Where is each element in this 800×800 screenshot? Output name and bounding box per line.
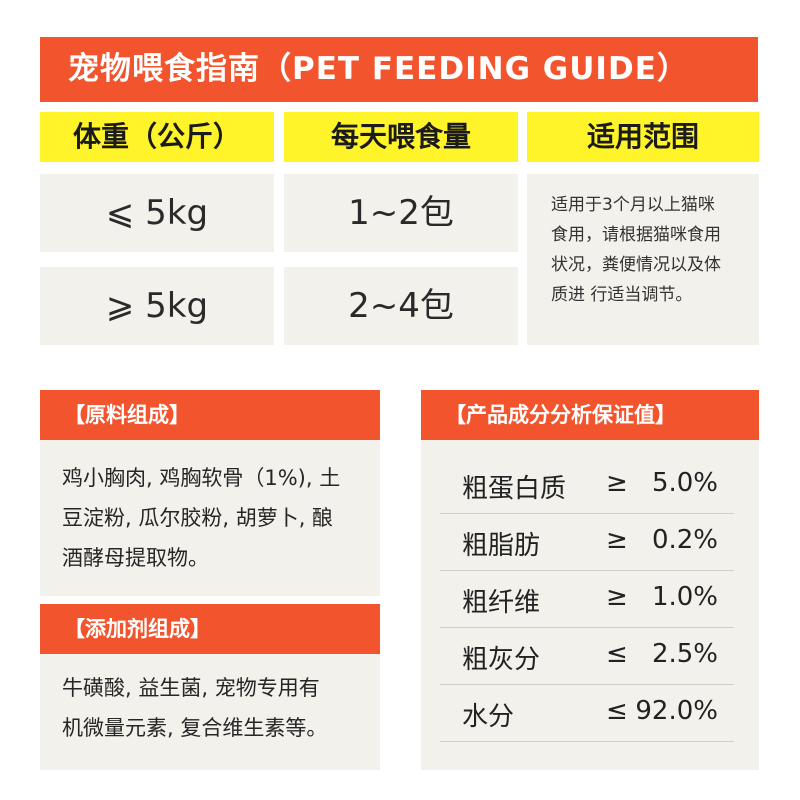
analysis-value: 0.2%: [651, 525, 718, 555]
page-title: 宠物喂食指南（PET FEEDING GUIDE）: [40, 37, 758, 102]
analysis-name: 粗纤维: [462, 588, 541, 618]
additives-panel: 牛磺酸, 益生菌, 宠物专用有 机微量元素, 复合维生素等。: [40, 654, 380, 770]
analysis-operator: ≥: [606, 468, 628, 498]
ingredients-panel: 鸡小胸肉, 鸡胸软骨（1%), 土 豆淀粉, 瓜尔胶粉, 胡萝卜, 酿 酒酵母提…: [40, 440, 380, 596]
scope-line: 适用于3个月以上猫咪: [551, 195, 715, 215]
weight-cell-2: ⩾ 5kg: [40, 267, 274, 345]
weight-column-header: 体重（公斤）: [40, 112, 274, 162]
analysis-row: 粗灰分 ≤ 2.5%: [440, 627, 734, 685]
additives-line: 牛磺酸, 益生菌, 宠物专用有: [62, 676, 320, 700]
weight-cell-1: ⩽ 5kg: [40, 174, 274, 252]
analysis-name: 水分: [462, 702, 515, 732]
analysis-row: 粗纤维 ≥ 1.0%: [440, 570, 734, 628]
analysis-name: 粗脂肪: [462, 531, 541, 561]
analysis-header: 【产品成分分析保证值】: [421, 390, 759, 440]
scope-line: 质进 行适当调节。: [551, 285, 693, 305]
analysis-name: 粗蛋白质: [462, 474, 567, 504]
analysis-panel: [421, 440, 759, 770]
scope-line: 食用，请根据猫咪食用: [551, 225, 721, 245]
analysis-row: 水分 ≤ 92.0%: [440, 684, 734, 742]
analysis-row: 粗蛋白质 ≥ 5.0%: [440, 456, 734, 514]
analysis-name: 粗灰分: [462, 645, 541, 675]
ingredients-header: 【原料组成】: [40, 390, 380, 440]
additives-line: 机微量元素, 复合维生素等。: [62, 716, 328, 740]
analysis-value: 1.0%: [651, 582, 718, 612]
amount-cell-1: 1~2包: [284, 174, 518, 252]
analysis-operator: ≤: [606, 696, 628, 726]
ingredients-line: 豆淀粉, 瓜尔胶粉, 胡萝卜, 酿: [62, 506, 334, 530]
analysis-value: 2.5%: [651, 639, 718, 669]
additives-header: 【添加剂组成】: [40, 604, 380, 654]
analysis-value: 92.0%: [635, 696, 718, 726]
analysis-row: 粗脂肪 ≥ 0.2%: [440, 513, 734, 571]
scope-column-header: 适用范围: [527, 112, 759, 162]
ingredients-line: 鸡小胸肉, 鸡胸软骨（1%), 土: [62, 466, 341, 490]
daily-amount-column-header: 每天喂食量: [284, 112, 518, 162]
analysis-operator: ≤: [606, 639, 628, 669]
analysis-operator: ≥: [606, 582, 628, 612]
analysis-operator: ≥: [606, 525, 628, 555]
amount-cell-2: 2~4包: [284, 267, 518, 345]
analysis-value: 5.0%: [651, 468, 718, 498]
ingredients-line: 酒酵母提取物。: [62, 546, 209, 570]
scope-description: 适用于3个月以上猫咪 食用，请根据猫咪食用 状况，粪便情况以及体 质进 行适当调…: [527, 174, 759, 345]
scope-line: 状况，粪便情况以及体: [551, 255, 721, 275]
